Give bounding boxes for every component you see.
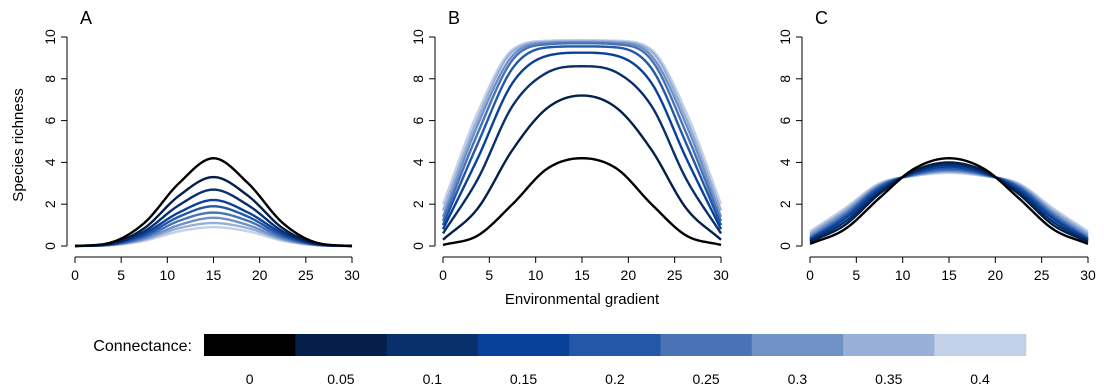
x-tick-label: 15 <box>206 267 222 283</box>
panel-b: B 0 5 10 15 20 25 30 0 2 4 6 8 10 <box>410 8 729 283</box>
x-tick-label: 5 <box>117 267 125 283</box>
panel-c: C 0 5 10 15 20 25 30 0 2 4 6 8 10 <box>777 8 1096 283</box>
y-axis-title: Species richness <box>10 88 27 201</box>
x-tick-label: 25 <box>1034 267 1050 283</box>
legend-level-label: 0.2 <box>605 371 625 387</box>
legend-level-label: 0.3 <box>788 371 808 387</box>
x-tick-label: 30 <box>1080 267 1096 283</box>
legend-swatch <box>478 334 570 356</box>
legend-swatch <box>752 334 844 356</box>
series-line <box>443 158 721 245</box>
panel-a: A 0 5 10 15 20 25 30 0 2 4 6 8 10 <box>42 8 360 283</box>
y-tick-label: 2 <box>42 200 58 208</box>
x-tick-label: 30 <box>344 267 360 283</box>
legend-level-label: 0.35 <box>875 371 902 387</box>
y-tick-label: 8 <box>777 75 793 83</box>
legend-level-label: 0.1 <box>423 371 443 387</box>
y-tick-label: 10 <box>777 29 793 45</box>
x-tick-label: 0 <box>71 267 79 283</box>
y-tick-label: 6 <box>410 116 426 124</box>
y-tick-label: 8 <box>410 75 426 83</box>
legend-swatch <box>569 334 661 356</box>
y-tick-label: 10 <box>410 29 426 45</box>
y-tick-label: 10 <box>42 29 58 45</box>
legend-swatch <box>204 334 296 356</box>
x-axis-title: Environmental gradient <box>505 291 660 308</box>
panel-label: B <box>448 8 460 28</box>
legend-swatch <box>934 334 1026 356</box>
x-tick-label: 10 <box>160 267 176 283</box>
y-tick-label: 0 <box>777 242 793 250</box>
x-tick-label: 25 <box>667 267 683 283</box>
x-tick-label: 20 <box>988 267 1004 283</box>
x-tick-label: 0 <box>439 267 447 283</box>
y-tick-label: 4 <box>410 158 426 166</box>
panel-label: C <box>815 8 828 28</box>
legend-level-label: 0 <box>246 371 254 387</box>
legend-swatch <box>295 334 387 356</box>
x-tick-label: 20 <box>621 267 637 283</box>
x-tick-label: 15 <box>574 267 590 283</box>
series-line <box>443 40 721 204</box>
y-tick-label: 4 <box>777 158 793 166</box>
legend-level-label: 0.25 <box>692 371 719 387</box>
y-tick-label: 6 <box>777 116 793 124</box>
y-tick-label: 8 <box>42 75 58 83</box>
series-line <box>443 53 721 230</box>
x-tick-label: 10 <box>895 267 911 283</box>
legend: Connectance: 0 0.05 0.1 0.15 0.2 0.25 0.3 0.35 0.… <box>93 334 1026 387</box>
y-tick-label: 0 <box>410 242 426 250</box>
y-tick-label: 6 <box>42 116 58 124</box>
legend-level-label: 0.05 <box>327 371 354 387</box>
legend-title: Connectance: <box>93 338 192 355</box>
x-tick-label: 30 <box>713 267 729 283</box>
series-line <box>443 66 721 233</box>
x-tick-label: 10 <box>528 267 544 283</box>
x-tick-label: 0 <box>806 267 814 283</box>
x-tick-label: 25 <box>298 267 314 283</box>
x-tick-label: 5 <box>852 267 860 283</box>
y-tick-label: 2 <box>777 200 793 208</box>
series-line <box>75 158 352 246</box>
legend-swatch <box>661 334 753 356</box>
legend-level-label: 0.4 <box>970 371 990 387</box>
x-tick-label: 5 <box>485 267 493 283</box>
y-tick-label: 0 <box>42 242 58 250</box>
legend-swatch <box>843 334 935 356</box>
panel-label: A <box>80 8 92 28</box>
y-tick-label: 2 <box>410 200 426 208</box>
legend-swatch <box>387 334 479 356</box>
x-tick-label: 20 <box>252 267 268 283</box>
x-tick-label: 15 <box>941 267 957 283</box>
legend-level-label: 0.15 <box>510 371 537 387</box>
y-tick-label: 4 <box>42 158 58 166</box>
series-line <box>443 43 721 221</box>
